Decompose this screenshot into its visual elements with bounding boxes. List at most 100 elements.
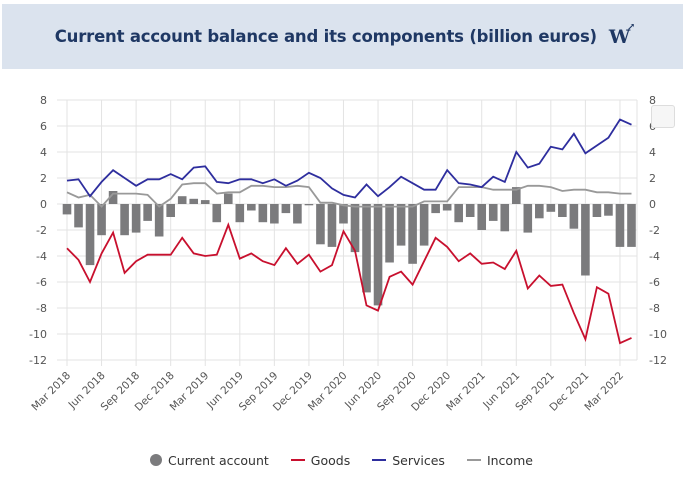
y-tick-label-left: 2 <box>40 172 47 185</box>
bar-current-account <box>327 204 337 247</box>
y-tick-label-left: -6 <box>36 276 47 289</box>
bar-current-account <box>592 204 602 217</box>
bar-current-account <box>477 204 487 230</box>
bar-current-account <box>465 204 475 217</box>
y-tick-label-right: -4 <box>649 250 660 263</box>
bar-current-account <box>74 204 83 228</box>
export-menu-button[interactable] <box>651 105 675 128</box>
series-lines <box>66 118 632 345</box>
chart-header: Current account balance and its componen… <box>2 4 683 69</box>
y-tick-label-right: -6 <box>649 276 660 289</box>
logo-icon: W ↗ <box>608 22 635 48</box>
y-tick-label-right: -2 <box>649 224 660 237</box>
y-tick-label-right: 2 <box>649 172 656 185</box>
bar-current-account <box>177 196 187 204</box>
x-tick-label: Mar 2018 <box>29 370 73 414</box>
bar-current-account <box>235 204 245 223</box>
bar-current-account <box>488 204 498 221</box>
y-tick-label-left: -12 <box>29 354 47 367</box>
y-tick-label-right: -12 <box>649 354 667 367</box>
line-icon <box>372 459 387 461</box>
line-services <box>66 118 632 199</box>
bar-current-account <box>558 204 567 217</box>
bar-current-account <box>627 204 636 247</box>
bar-current-account <box>350 204 360 253</box>
bar-current-account <box>581 204 590 276</box>
bar-current-account <box>258 204 268 223</box>
y-axis-left: 8 6 4 2 0 -2 -4 -6 -8 -10 -12 <box>29 94 47 367</box>
bar-current-account <box>604 204 613 216</box>
bar-current-account <box>143 204 152 221</box>
legend-item-current-account[interactable]: Current account <box>150 453 269 468</box>
bar-current-account <box>569 204 579 229</box>
line-icon <box>290 459 305 461</box>
legend-label: Income <box>486 452 533 468</box>
bar-current-account <box>431 204 440 214</box>
bar-current-account <box>546 204 556 212</box>
bar-current-account <box>281 204 291 214</box>
dot-icon <box>150 454 163 466</box>
bar-current-account <box>223 193 233 204</box>
y-tick-label-left: -4 <box>36 250 47 263</box>
bar-current-account <box>500 204 510 232</box>
bar-current-account <box>293 204 302 224</box>
bar-current-account <box>419 204 429 246</box>
legend-label: Goods <box>310 452 351 468</box>
legend-label: Current account <box>168 452 269 468</box>
y-tick-label-left: 6 <box>40 120 47 133</box>
bar-current-account <box>304 204 314 206</box>
chart-title: Current account balance and its componen… <box>54 27 597 46</box>
legend-item-services[interactable]: Services <box>372 453 445 468</box>
line-icon <box>466 459 481 461</box>
y-tick-label-right: 0 <box>649 198 656 211</box>
bar-current-account <box>120 204 129 236</box>
y-tick-label-left: -2 <box>36 224 47 237</box>
line-income <box>66 182 632 208</box>
bar-current-account <box>373 204 383 306</box>
y-tick-label-left: 8 <box>40 94 47 107</box>
gridlines <box>57 99 638 366</box>
y-tick-label-right: 4 <box>649 146 656 159</box>
bar-current-account <box>339 204 348 224</box>
bar-current-account <box>385 204 394 263</box>
bar-current-account <box>200 200 210 204</box>
legend: Current account Goods Services Income <box>0 449 683 471</box>
y-tick-label-left: 0 <box>40 198 47 211</box>
current-account-bars <box>62 187 636 306</box>
bar-current-account <box>362 204 371 293</box>
y-tick-label-left: 4 <box>40 146 47 159</box>
bar-current-account <box>212 204 222 223</box>
logo-text: W <box>608 25 631 48</box>
bar-current-account <box>535 204 544 219</box>
y-tick-label-right: 8 <box>649 94 656 107</box>
bar-current-account <box>511 187 521 204</box>
bar-current-account <box>166 204 175 217</box>
bar-current-account <box>408 204 417 264</box>
bar-current-account <box>442 204 452 211</box>
bar-current-account <box>316 204 325 245</box>
legend-item-goods[interactable]: Goods <box>290 452 351 468</box>
bar-current-account <box>615 204 625 247</box>
line-goods <box>66 222 632 345</box>
bar-current-account <box>85 204 95 266</box>
bar-current-account <box>108 191 118 204</box>
bar-current-account <box>154 204 164 237</box>
bar-current-account <box>62 204 72 215</box>
y-tick-label-right: -10 <box>649 328 667 341</box>
legend-label: Services <box>392 452 445 468</box>
legend-item-income[interactable]: Income <box>466 452 533 468</box>
bar-current-account <box>396 204 406 246</box>
bar-current-account <box>454 204 463 223</box>
y-tick-label-left: -10 <box>29 328 47 341</box>
bar-current-account <box>523 204 533 233</box>
logo-arrow-icon: ↗ <box>626 21 636 33</box>
bar-current-account <box>270 204 279 224</box>
bar-current-account <box>97 204 106 236</box>
bar-current-account <box>131 204 141 233</box>
bar-current-account <box>189 198 199 204</box>
y-tick-label-right: -8 <box>649 302 660 315</box>
